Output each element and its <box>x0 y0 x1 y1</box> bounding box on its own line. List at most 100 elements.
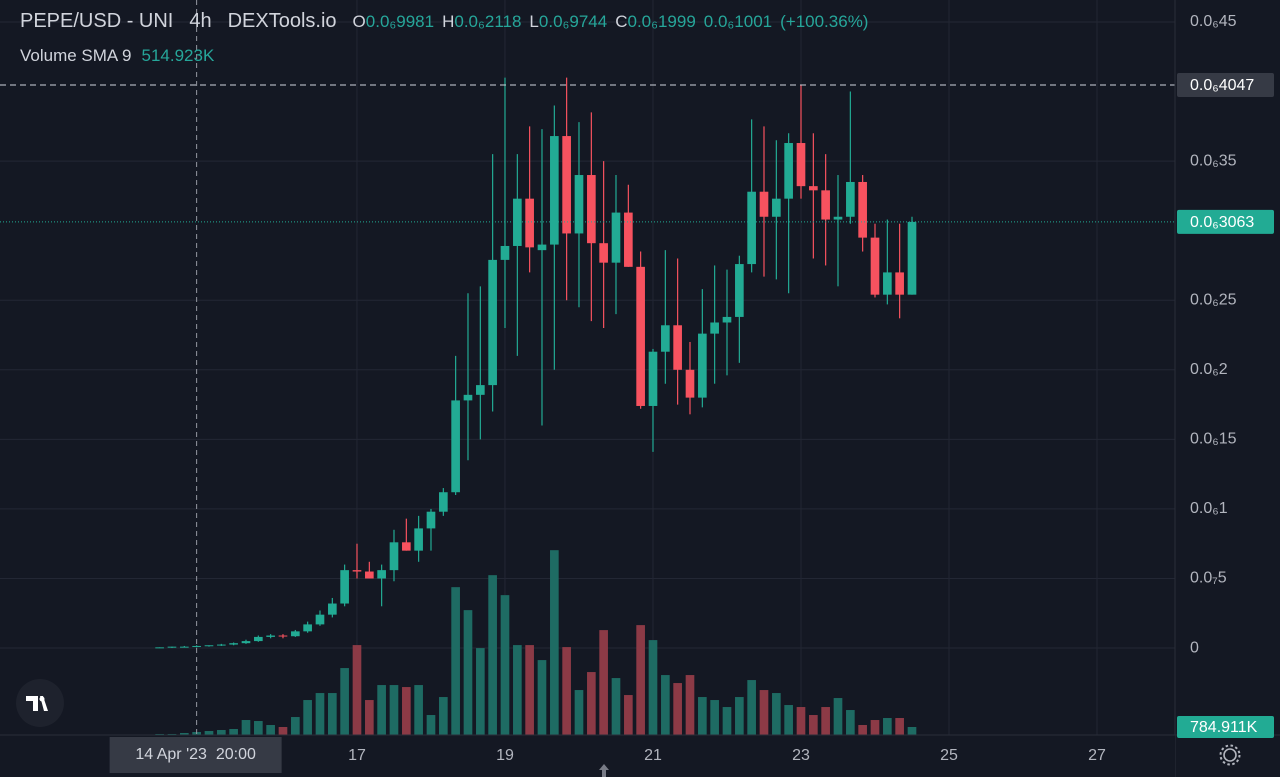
candle-body <box>907 221 917 295</box>
volume-bar <box>291 717 300 735</box>
volume-bar <box>525 645 534 735</box>
volume-bar <box>624 695 633 735</box>
candle-body <box>698 333 707 398</box>
candle-body <box>352 570 362 572</box>
settings-teeth[interactable] <box>1219 744 1241 766</box>
x-tick-label: 23 <box>792 747 810 764</box>
volume-bar <box>809 715 818 735</box>
settings-button[interactable] <box>1219 744 1241 766</box>
volume-bar <box>673 683 682 735</box>
candle-body <box>611 212 621 263</box>
x-tick-label: 27 <box>1088 747 1106 764</box>
settings-icon[interactable] <box>1223 748 1237 762</box>
volume-bar <box>463 610 473 735</box>
volume-label: Volume SMA 9 <box>20 46 132 65</box>
change-percent: (+100.36%) <box>780 12 869 31</box>
y-tick-label: 0.0₆1 <box>1190 500 1228 517</box>
change: 0.0₆1001 <box>703 12 773 31</box>
volume-bar <box>439 697 448 735</box>
volume-bar <box>870 720 880 735</box>
candle-body <box>809 186 818 191</box>
volume-bar <box>476 648 485 735</box>
candle-body <box>167 646 177 648</box>
volume-bar <box>722 707 732 735</box>
volume-bar <box>278 727 288 735</box>
candle-body <box>661 325 670 352</box>
candle-body <box>513 198 522 246</box>
candle-body <box>735 264 744 317</box>
ohlc-key: H <box>442 12 455 31</box>
volume-bar <box>796 707 806 735</box>
volume-bar <box>254 721 263 735</box>
candle-body <box>180 646 189 648</box>
volume-bar <box>550 550 559 735</box>
volume-sma: 514.923K <box>141 46 215 65</box>
volume-bar <box>759 690 769 735</box>
candle-body <box>451 400 460 493</box>
volume-bar <box>858 725 867 735</box>
volume-bar <box>735 697 744 735</box>
volume-bar <box>451 587 460 735</box>
volume-bar <box>883 718 892 735</box>
candle-body <box>365 571 374 579</box>
volume-bar <box>513 645 522 735</box>
candle-body <box>439 492 448 512</box>
volume-bar <box>821 707 830 735</box>
candle-body <box>315 614 325 625</box>
y-tick-label: 0.0₆35 <box>1190 152 1237 169</box>
source: DEXTools.io <box>227 10 337 32</box>
volume-bar <box>587 672 596 735</box>
volume-legend: Volume SMA 9 514.923K <box>20 46 214 66</box>
interval: 4h <box>189 10 212 32</box>
volume-bar <box>229 729 238 735</box>
ohlc-key: L <box>529 12 539 31</box>
candle-body <box>217 644 226 646</box>
volume-bar <box>698 697 707 735</box>
candle-body <box>241 641 251 644</box>
candle-body <box>550 136 559 245</box>
candle-body <box>636 266 645 406</box>
candle-body <box>673 325 682 370</box>
logo-dot <box>39 696 45 702</box>
volume-bar <box>389 685 399 735</box>
candle-body <box>747 191 756 265</box>
volume-bar <box>636 625 645 735</box>
overlay <box>0 0 1175 735</box>
candle-body <box>895 272 904 295</box>
volume-bar <box>340 668 349 735</box>
volume-bar <box>574 690 584 735</box>
candle-body <box>710 322 719 334</box>
ohlc-value: 0.0₆9981 <box>365 12 435 31</box>
x-tick-label: 21 <box>644 747 662 764</box>
x-tick-label: 19 <box>496 747 514 764</box>
volume-bar <box>426 715 436 735</box>
volume-bar <box>315 693 325 735</box>
candle-body <box>833 216 843 220</box>
price-pane <box>155 77 917 649</box>
candle-body <box>858 181 867 238</box>
candle-body <box>624 212 633 267</box>
volume-label-box <box>1177 715 1274 738</box>
volume-bar <box>772 693 781 735</box>
candle-body <box>229 643 238 645</box>
volume-bar <box>661 675 670 735</box>
volume-bar <box>895 718 904 735</box>
volume-pane <box>155 550 917 735</box>
volume-bar <box>352 645 362 735</box>
price-label: 0.0₆4047 <box>1190 77 1254 94</box>
volume-bar <box>266 725 275 735</box>
scroll-arrow[interactable] <box>599 764 609 777</box>
candle-body <box>254 636 263 642</box>
candle-body <box>192 645 201 647</box>
candle-body <box>722 316 732 323</box>
candle-body <box>463 394 473 401</box>
volume-bar <box>747 680 756 735</box>
candle-body <box>303 624 312 632</box>
volume-bar <box>685 675 695 735</box>
volume-bar <box>180 733 189 735</box>
volume-bar <box>784 705 793 735</box>
ohlc-value: 0.0₆1999 <box>627 12 696 31</box>
candle-body <box>537 244 547 251</box>
volume-bar <box>562 647 571 735</box>
